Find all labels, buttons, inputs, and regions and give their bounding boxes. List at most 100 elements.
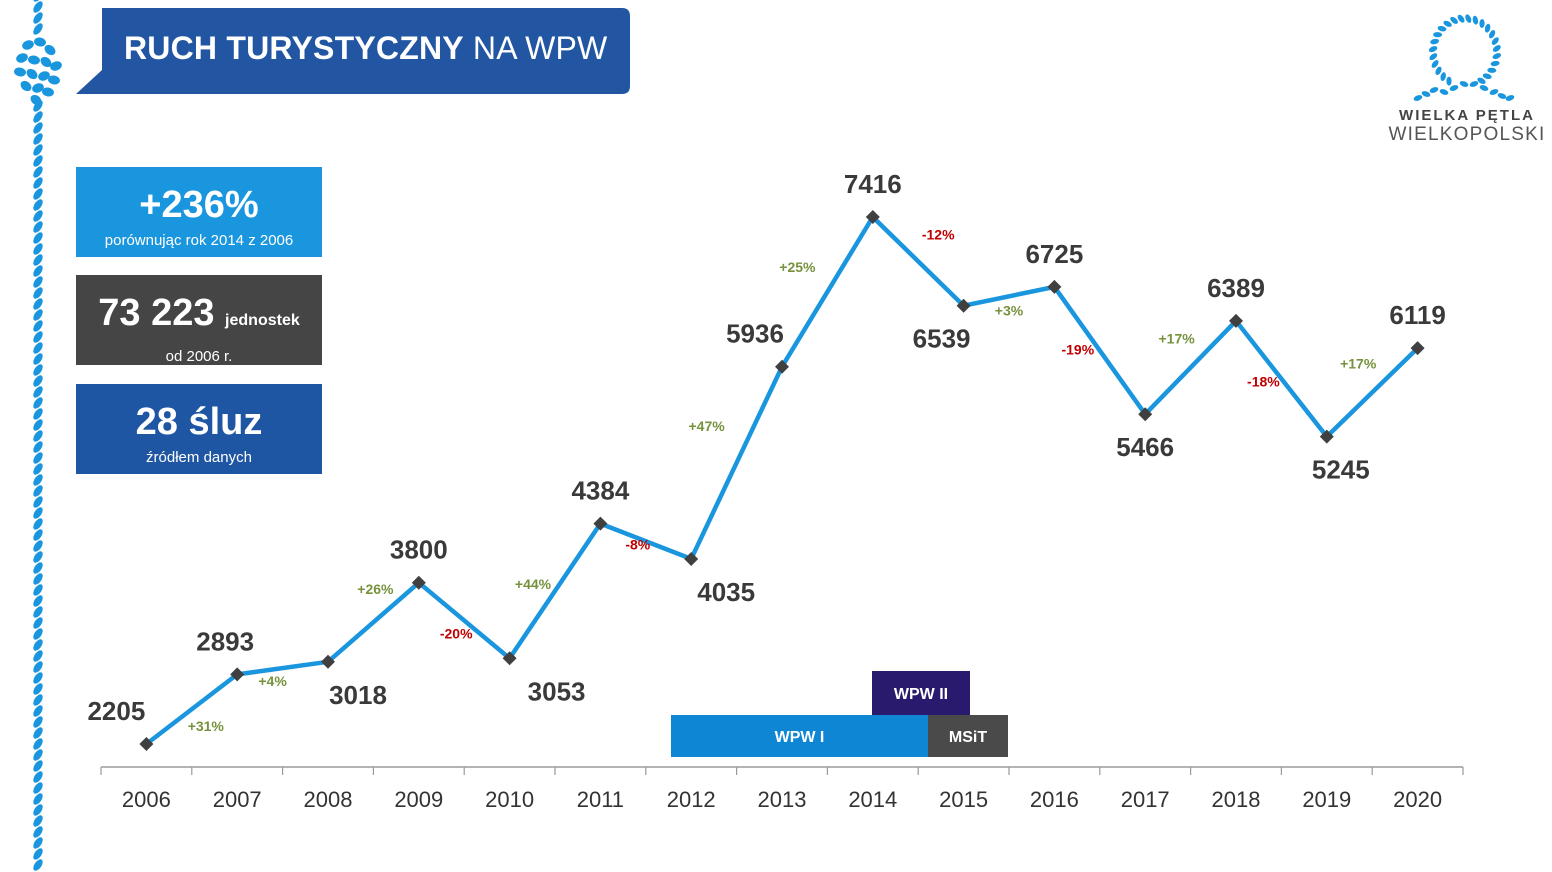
rope-segment [33, 276, 43, 288]
rope-segment [33, 430, 43, 442]
logo-rope-segment [1457, 14, 1465, 23]
change-label: +44% [515, 576, 552, 592]
data-point-marker [956, 298, 971, 313]
value-labels: 2205 2893 3018 3800 3053 4384 4035 5936 7416 6539… [87, 169, 1445, 726]
rope-segment [33, 518, 43, 530]
stat-card-total: 73 223 jednostek od 2006 r. [76, 275, 322, 365]
rope-segment [33, 705, 43, 717]
logo-rope-segment [1429, 87, 1439, 93]
rope-decoration [14, 0, 62, 871]
rope-segment [33, 342, 43, 354]
x-tick-label: 2013 [758, 787, 807, 812]
rope-knot-segment [30, 94, 42, 106]
change-label: +25% [779, 259, 816, 275]
period-label: MSiT [949, 729, 987, 746]
logo-rope-segment [1484, 23, 1491, 33]
rope-segment [33, 793, 43, 805]
rope-segment [33, 353, 43, 365]
rope-segment [33, 606, 43, 618]
rope-segment [33, 155, 43, 167]
x-tick-label: 2014 [848, 787, 897, 812]
value-label: 4384 [571, 476, 629, 506]
period-label: WPW I [775, 729, 825, 746]
rope-segment [33, 419, 43, 431]
rope-segment [33, 298, 43, 310]
period-bar-wpw-i [671, 715, 928, 757]
logo-rope-segment [1477, 77, 1486, 84]
period-bar-wpw-ii [872, 671, 970, 715]
logo-rope-segment [1450, 16, 1458, 24]
value-label: 6389 [1207, 273, 1265, 303]
x-tick-label: 2019 [1302, 787, 1351, 812]
rope-knot-segment [34, 37, 46, 47]
rope-segment [33, 804, 43, 816]
rope-segment [33, 243, 43, 255]
rope-segment [33, 287, 43, 299]
change-label: -8% [625, 536, 650, 552]
change-label: +47% [688, 418, 725, 434]
title-banner [76, 8, 630, 94]
rope-segment [33, 452, 43, 464]
data-point-marker [593, 516, 608, 531]
x-tick-label: 2011 [577, 787, 624, 812]
title-bold: RUCH TURYSTYCZNY [124, 30, 464, 66]
logo-rope-segment [1465, 14, 1472, 23]
change-label: +17% [1340, 355, 1377, 371]
rope-segment [33, 529, 43, 541]
x-axis: 2006 2007 2008 2009 2010 2011 2012 2013 2014 2015… [100, 766, 1464, 812]
value-label: 6119 [1389, 300, 1445, 330]
rope-segment [33, 166, 43, 178]
logo-rope-segment [1469, 81, 1479, 87]
period-bars: WPW I WPW II MSiT [671, 671, 1008, 757]
rope-segment [33, 815, 43, 827]
rope-segment [33, 397, 43, 409]
rope-segment [33, 199, 43, 211]
logo-rope-loop-icon [1413, 14, 1515, 101]
rope-segment [33, 254, 43, 266]
change-label: -18% [1247, 374, 1280, 390]
rope-segment [33, 859, 43, 871]
rope-segment [33, 188, 43, 200]
rope-knot-segment [14, 67, 26, 77]
logo-rope-segment [1446, 76, 1452, 86]
rope-segment [33, 364, 43, 376]
data-point-marker [1410, 341, 1425, 356]
stat-locks-value: 28 śluz [135, 401, 263, 443]
rope-segment [33, 375, 43, 387]
value-label: 7416 [844, 169, 902, 199]
logo-rope-segment [1430, 38, 1440, 45]
logo-rope-segment [1491, 37, 1499, 45]
x-tick-label: 2008 [304, 787, 353, 812]
logo-rope-segment [1443, 20, 1452, 27]
x-tick-label: 2016 [1030, 787, 1079, 812]
change-label: -20% [440, 625, 473, 641]
stat-card-growth: +236% porównując rok 2014 z 2006 [76, 167, 322, 257]
logo-rope-segment [1421, 91, 1431, 97]
rope-segment [33, 221, 43, 233]
rope-knot-segment [42, 87, 54, 97]
value-label: 5936 [726, 319, 784, 349]
data-point-marker [865, 210, 880, 225]
x-tick-label: 2020 [1393, 787, 1442, 812]
rope-segment [33, 23, 43, 35]
page-title: RUCH TURYSTYCZNY NA WPW [124, 30, 607, 67]
rope-segment [33, 771, 43, 783]
stat-card-locks: 28 śluz źródłem danych [76, 384, 322, 474]
rope-segment [33, 320, 43, 332]
logo-rope-segment [1497, 93, 1507, 99]
change-label: +17% [1158, 331, 1195, 347]
logo-rope-segment [1479, 85, 1489, 91]
period-bar-msit [928, 715, 1008, 757]
logo-rope-segment [1429, 53, 1438, 61]
rope-segment [33, 650, 43, 662]
rope-segment [33, 540, 43, 552]
value-label: 2205 [87, 696, 145, 726]
value-label: 6725 [1025, 239, 1083, 269]
rope-segment [33, 628, 43, 640]
rope-knot-segment [40, 56, 52, 68]
rope-knot-segment [44, 44, 56, 56]
rope-segment [33, 232, 43, 244]
stat-growth-caption: porównując rok 2014 z 2006 [104, 232, 294, 249]
rope-segment [33, 144, 43, 156]
rope-segment [33, 386, 43, 398]
